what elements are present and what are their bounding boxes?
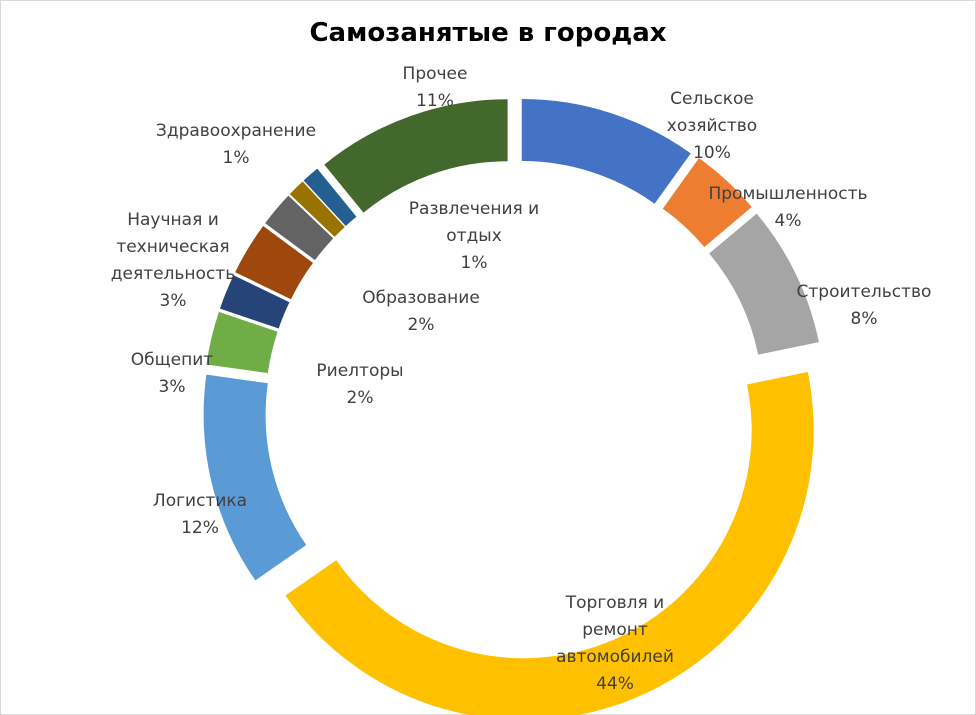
slice-label-10: Развлечения и отдых 1% (409, 199, 539, 273)
slice-label-9: Образование 2% (362, 288, 480, 335)
slice-label-2: Промышленность 4% (708, 184, 867, 231)
slice-8 (235, 225, 313, 300)
slice-6 (206, 311, 278, 374)
slice-label-6: Общепит 3% (131, 350, 213, 397)
slice-3 (709, 213, 819, 355)
slice-4 (285, 371, 814, 715)
slice-5 (203, 374, 307, 581)
slice-12 (324, 99, 508, 213)
slice-label-5: Логистика 12% (153, 491, 247, 538)
slice-label-12: Прочее 11% (403, 64, 468, 111)
slice-9 (265, 195, 334, 261)
slice-10 (289, 181, 345, 237)
slice-label-1: Сельское хозяйство 10% (667, 89, 757, 163)
slice-label-8: Научная и техническая деятельность 3% (111, 210, 235, 311)
slice-label-11: Здравоохранение 1% (156, 121, 316, 168)
slice-7 (219, 275, 290, 329)
chart-title: Самозанятые в городах (309, 18, 667, 48)
slice-label-3: Строительство 8% (797, 282, 932, 329)
slice-1 (521, 99, 691, 204)
slice-label-7: Риелторы 2% (316, 361, 403, 408)
slice-2 (662, 158, 752, 247)
slice-11 (303, 168, 357, 227)
slice-label-4: Торговля и ремонт автомобилей 44% (556, 593, 674, 694)
